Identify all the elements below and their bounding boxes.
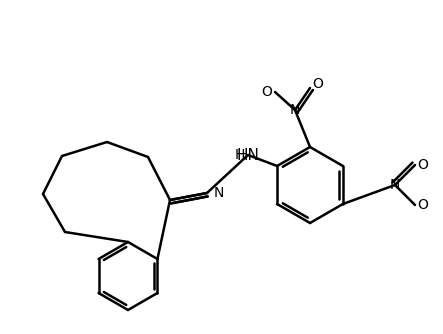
Text: O: O <box>313 77 323 91</box>
Text: N: N <box>214 186 224 200</box>
Text: O: O <box>261 85 272 99</box>
Text: H: H <box>235 148 245 162</box>
Text: N: N <box>290 103 300 117</box>
Text: O: O <box>418 158 428 172</box>
Text: HN: HN <box>237 148 260 163</box>
Text: N: N <box>390 178 400 192</box>
Text: O: O <box>418 198 428 212</box>
